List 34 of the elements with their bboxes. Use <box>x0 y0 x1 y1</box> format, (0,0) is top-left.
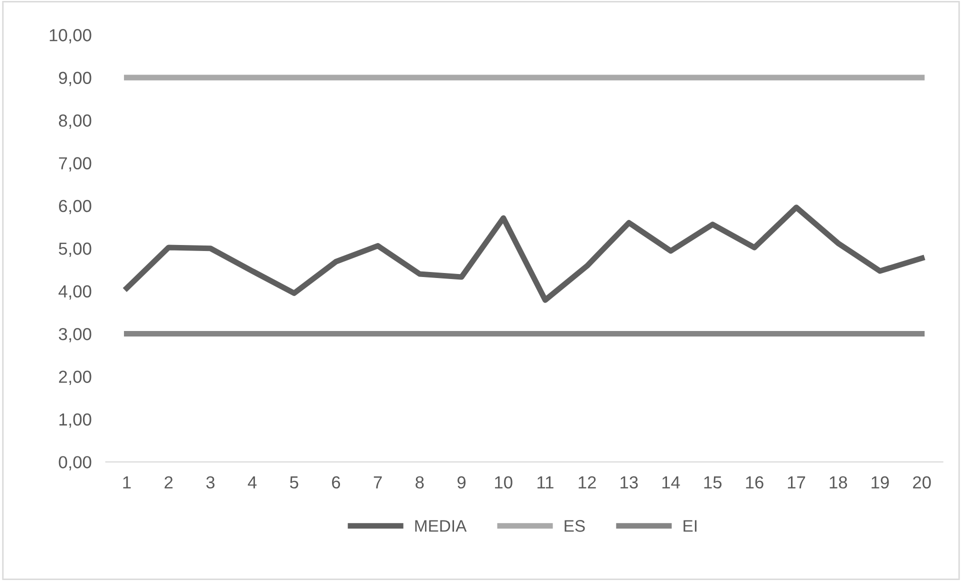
x-tick-label: 8 <box>416 476 424 489</box>
x-tick-label: 13 <box>620 476 638 489</box>
y-tick-label: 1,00 <box>59 413 92 428</box>
y-tick-label: 5,00 <box>58 242 92 257</box>
y-tick-label: 9,00 <box>58 72 92 86</box>
x-tick-label: 17 <box>788 476 806 488</box>
x-tick-label: 11 <box>538 476 554 488</box>
x-tick-label: 18 <box>830 476 848 489</box>
x-tick-label: 20 <box>913 476 931 489</box>
x-tick-label: 5 <box>290 476 298 489</box>
x-tick-label: 6 <box>332 476 340 489</box>
y-tick-label: 4,00 <box>58 285 92 300</box>
x-tick-label: 3 <box>206 476 214 489</box>
y-tick-label: 2,00 <box>59 370 92 385</box>
y-tick-label: 8,00 <box>58 114 92 129</box>
legend-label: ES <box>564 520 585 532</box>
x-tick-label: 16 <box>746 476 764 489</box>
y-tick-label: 10,00 <box>50 29 92 44</box>
y-tick-label: 7,00 <box>59 157 92 172</box>
legend-label: EI <box>684 520 696 532</box>
y-tick-label: 3,00 <box>58 328 92 342</box>
x-tick-label: 9 <box>458 476 466 489</box>
y-tick-label: 6,00 <box>59 200 92 214</box>
x-tick-label: 4 <box>248 476 257 488</box>
legend-label: MEDIA <box>415 520 467 532</box>
x-tick-label: 2 <box>164 476 173 488</box>
y-tick-label: 0,00 <box>58 456 92 470</box>
x-tick-label: 10 <box>495 476 512 489</box>
x-tick-label: 15 <box>704 476 722 489</box>
x-tick-label: 7 <box>374 476 382 488</box>
x-tick-label: 14 <box>662 476 680 488</box>
x-tick-label: 12 <box>578 476 596 488</box>
x-tick-label: 19 <box>872 476 889 489</box>
x-tick-label: 1 <box>123 476 131 488</box>
